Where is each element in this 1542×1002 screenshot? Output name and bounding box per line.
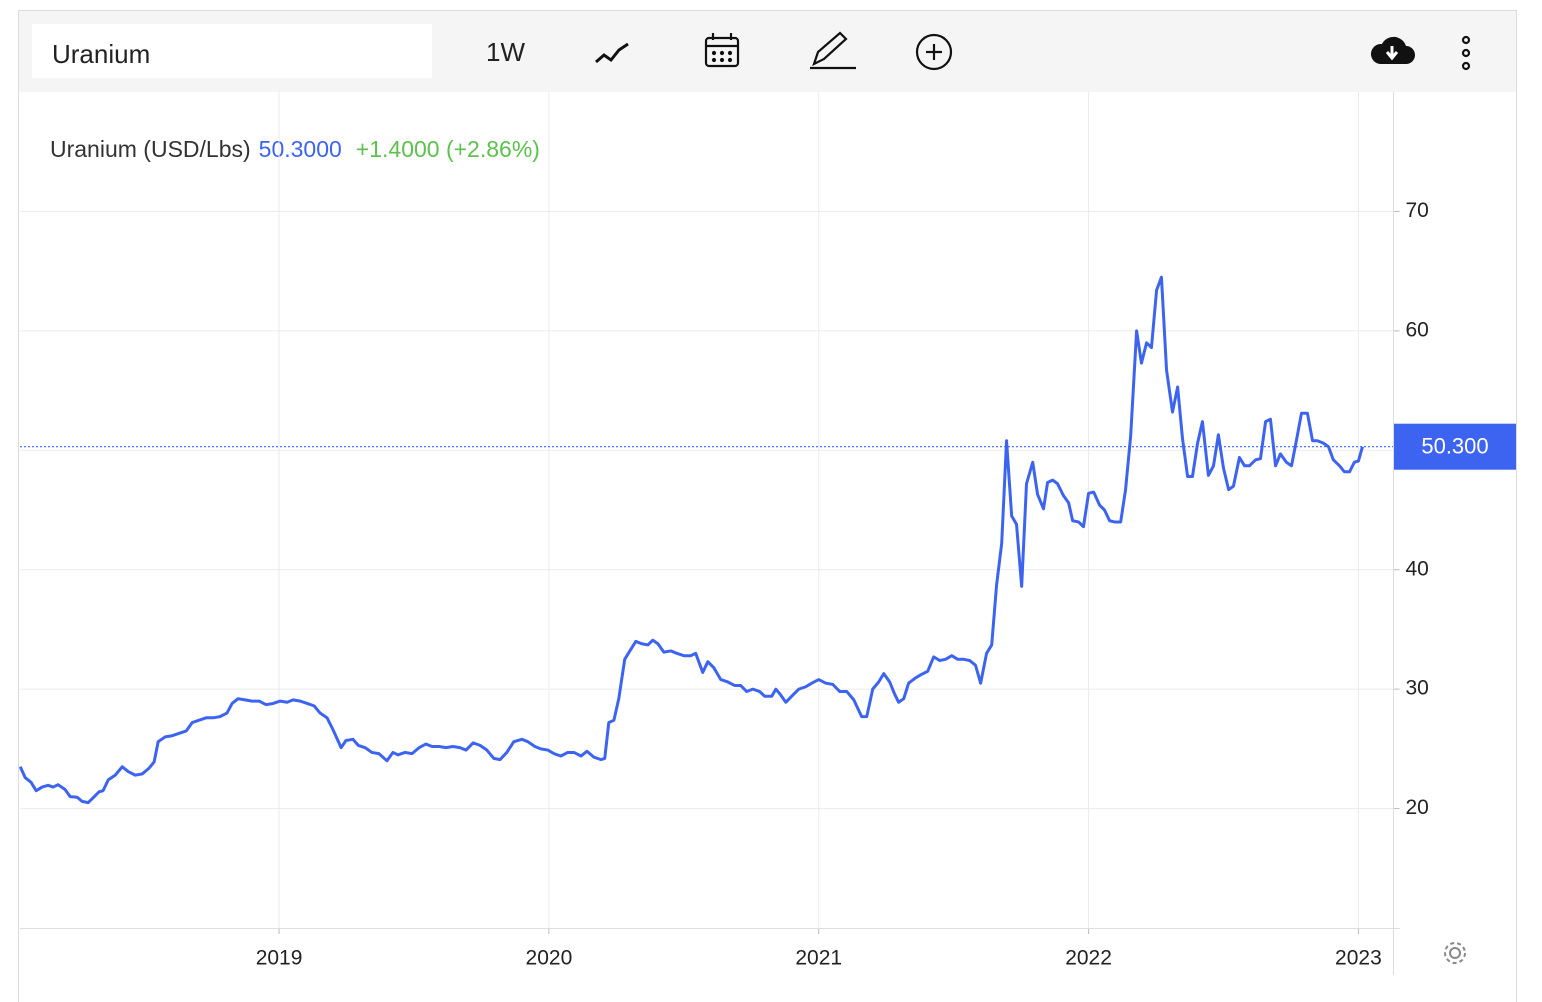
chart-type-icon[interactable] xyxy=(595,42,629,64)
frame xyxy=(18,10,1517,1002)
x-tick-label: 2020 xyxy=(526,947,573,970)
header-price: 50.3000 xyxy=(259,136,342,162)
last-price-box xyxy=(1394,423,1516,470)
chart-header: Uranium (USD/Lbs) 50.3000 +1.4000 (+2.86%) xyxy=(50,136,540,162)
download-icon[interactable] xyxy=(1370,36,1415,64)
x-tick-label: 2023 xyxy=(1335,947,1382,970)
y-tick-label: 40 xyxy=(1406,557,1429,580)
x-tick-label: 2019 xyxy=(256,947,303,970)
x-tick-label: 2022 xyxy=(1065,947,1112,970)
y-tick-label: 30 xyxy=(1406,677,1429,700)
settings-icon[interactable] xyxy=(1444,942,1466,964)
menu-icon[interactable] xyxy=(1461,35,1471,71)
price-line xyxy=(18,275,1364,805)
add-icon[interactable] xyxy=(915,33,953,71)
search-text[interactable]: Uranium xyxy=(52,39,150,69)
period-button[interactable]: 1W xyxy=(486,37,525,67)
y-tick-label: 20 xyxy=(1406,796,1429,819)
draw-icon[interactable] xyxy=(810,31,856,70)
plot xyxy=(18,275,1394,805)
search-box[interactable] xyxy=(32,24,432,78)
x-tick-label: 2021 xyxy=(795,947,842,970)
y-tick-label: 70 xyxy=(1406,199,1429,222)
y-tick-label: 60 xyxy=(1406,318,1429,341)
header-change: +1.4000 (+2.86%) xyxy=(356,136,540,162)
series-name: Uranium (USD/Lbs) xyxy=(50,136,251,162)
calendar-icon[interactable] xyxy=(704,33,740,68)
last-price-label: 50.300 xyxy=(1421,434,1488,459)
